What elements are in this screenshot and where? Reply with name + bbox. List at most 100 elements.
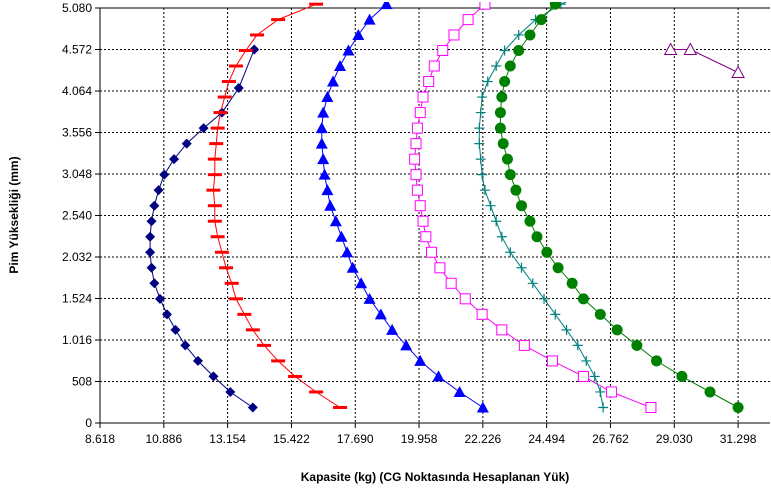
data-point: [317, 106, 330, 118]
data-point: [477, 92, 488, 103]
y-tick-label: 3.048: [62, 167, 92, 181]
data-point: [162, 309, 173, 320]
y-tick-label: 508: [72, 375, 92, 389]
data-point: [334, 60, 347, 72]
series-2: [206, 2, 348, 409]
x-tick-label: 31.298: [720, 432, 757, 446]
data-point: [606, 386, 618, 398]
data-point: [651, 355, 663, 367]
data-point: [423, 76, 435, 88]
data-point: [335, 230, 348, 242]
data-point: [437, 44, 449, 56]
data-point: [154, 293, 165, 304]
data-point: [479, 2, 491, 10]
data-point: [210, 126, 225, 130]
data-point: [731, 65, 745, 79]
data-point: [210, 235, 225, 239]
data-point: [181, 138, 192, 149]
data-point: [207, 204, 222, 208]
data-point: [518, 339, 530, 351]
data-point: [631, 339, 643, 351]
series-5: [474, 2, 609, 413]
data-point: [595, 386, 606, 397]
data-point: [524, 215, 536, 227]
data-point: [414, 200, 426, 212]
data-point: [271, 18, 286, 22]
data-point: [238, 48, 253, 52]
data-point: [288, 374, 303, 378]
data-point: [411, 184, 423, 196]
data-point: [491, 61, 502, 72]
data-point: [363, 292, 376, 304]
data-point: [237, 312, 252, 316]
data-point: [476, 308, 488, 320]
data-point: [217, 95, 232, 99]
data-point: [676, 370, 688, 382]
y-tick-label: 4.064: [62, 84, 92, 98]
x-tick-label: 26.762: [592, 432, 629, 446]
data-point: [386, 323, 399, 335]
data-point: [355, 277, 368, 289]
data-point: [309, 2, 324, 6]
y-tick-label: 1.524: [62, 292, 92, 306]
data-point: [247, 402, 258, 413]
data-point: [589, 371, 600, 382]
data-point: [432, 370, 445, 382]
x-tick-label: 10.886: [145, 432, 182, 446]
data-point: [572, 340, 583, 351]
y-tick-label: 1.016: [62, 333, 92, 347]
data-point: [550, 309, 561, 320]
data-point: [496, 231, 507, 242]
data-point: [434, 262, 446, 274]
series-1: [145, 44, 260, 413]
data-point: [445, 277, 457, 289]
data-point: [546, 355, 558, 367]
data-point: [496, 324, 508, 336]
data-point: [577, 370, 589, 382]
data-point: [510, 184, 522, 196]
series-line: [149, 49, 255, 408]
x-tick-label: 29.030: [656, 432, 693, 446]
data-point: [474, 123, 485, 134]
x-tick-label: 17.690: [337, 432, 374, 446]
data-point: [491, 216, 502, 227]
data-point: [410, 138, 422, 150]
data-point: [149, 278, 160, 289]
data-point: [414, 354, 427, 366]
data-point: [400, 339, 413, 351]
data-point: [309, 390, 324, 394]
data-point: [417, 91, 429, 103]
data-point: [417, 215, 429, 227]
data-point: [704, 386, 716, 398]
data-point: [245, 328, 260, 332]
data-point: [192, 355, 203, 366]
series-4: [409, 2, 657, 413]
data-point: [170, 324, 181, 335]
data-point: [374, 308, 387, 320]
data-point: [494, 122, 506, 134]
data-point: [497, 138, 509, 150]
data-point: [324, 199, 337, 211]
data-point: [228, 297, 243, 301]
y-tick-label: 2.540: [62, 209, 92, 223]
data-point: [496, 91, 508, 103]
data-point: [414, 107, 426, 119]
data-point: [321, 91, 334, 103]
data-point: [513, 44, 525, 56]
data-point: [474, 138, 485, 149]
y-axis-title: Pim Yüksekliği (mm): [7, 156, 21, 273]
y-tick-label: 2.032: [62, 250, 92, 264]
data-point: [346, 261, 359, 273]
y-tick-label: 0: [85, 416, 92, 430]
data-point: [561, 324, 572, 335]
data-point: [249, 44, 260, 55]
data-point: [594, 308, 606, 320]
data-point: [524, 29, 536, 41]
data-point: [146, 262, 157, 273]
data-point: [159, 169, 170, 180]
data-point: [513, 29, 524, 40]
data-point: [207, 173, 222, 177]
data-point: [566, 277, 578, 289]
data-point: [214, 250, 229, 254]
